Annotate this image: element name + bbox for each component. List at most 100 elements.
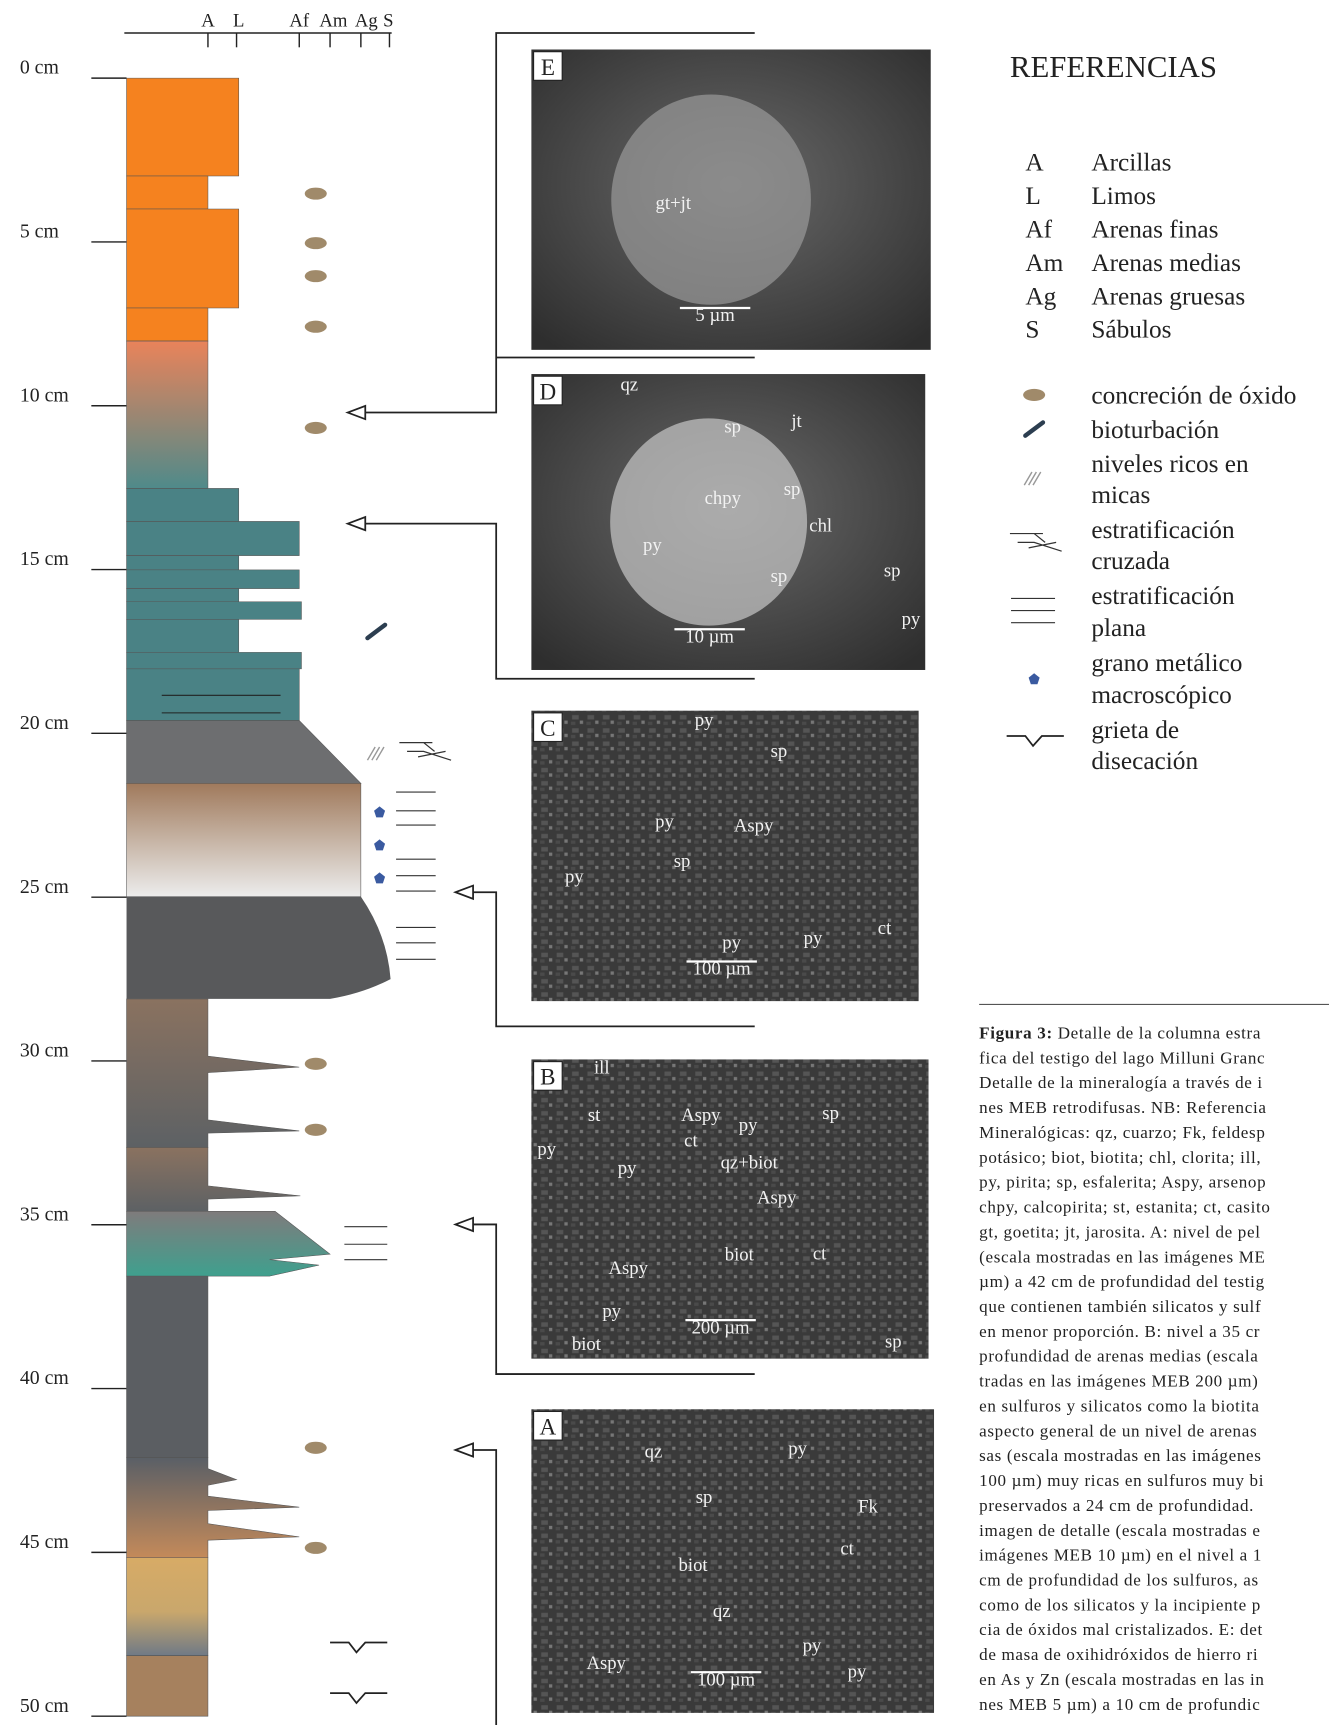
ref-name: Limos	[1091, 182, 1156, 210]
arrowhead	[455, 1443, 473, 1456]
ref-code: Am	[1025, 249, 1063, 277]
mineral-annotation: py	[618, 1158, 637, 1179]
mineral-annotation: Aspy	[608, 1258, 648, 1279]
layer	[127, 176, 208, 209]
layer	[127, 721, 361, 784]
desiccation-crack	[330, 1693, 387, 1703]
depth-label: 15 cm	[20, 548, 70, 570]
oxide-concretion	[1023, 389, 1045, 401]
caption-line: µm) a 42 cm de profundidad del testig	[979, 1272, 1265, 1291]
depth-label: 30 cm	[20, 1040, 70, 1062]
connector	[473, 1450, 496, 1725]
grain-label: Am	[319, 10, 347, 31]
layer	[127, 619, 239, 652]
caption-line: 100 µm) muy ricas en sulfuros muy bi	[979, 1471, 1264, 1490]
ref-code: Ag	[1025, 282, 1056, 310]
sem-image	[531, 711, 918, 1001]
scale-label: 10 µm	[685, 626, 734, 647]
oxide-concretion	[305, 1542, 327, 1554]
ref-symbol-text: grano metálico	[1091, 649, 1242, 677]
grain-label: A	[201, 10, 215, 31]
ref-symbol-text: micas	[1091, 481, 1150, 509]
mineral-annotation: py	[739, 1115, 758, 1136]
caption-line: nes MEB retrodifusas. NB: Referencia	[979, 1098, 1266, 1117]
mineral-annotation: Fk	[858, 1497, 878, 1518]
caption-line: preservados a 24 cm de profundidad.	[979, 1496, 1254, 1515]
caption-line: sas (escala mostradas en las imágenes	[979, 1446, 1261, 1465]
mineral-annotation: biot	[679, 1555, 709, 1576]
mineral-annotation: sp	[771, 566, 788, 587]
ref-symbol-text: macroscópico	[1091, 681, 1231, 709]
layer	[127, 78, 239, 176]
bioturbation	[1025, 422, 1043, 435]
mineral-annotation: qz	[645, 1442, 663, 1463]
mineral-annotation: sp	[822, 1103, 839, 1124]
grain-label: L	[233, 10, 244, 31]
caption-line: Detalle de la mineralogía a través de i	[979, 1073, 1263, 1092]
caption-line: potásico; biot, biotita; chl, clorita; i…	[979, 1148, 1261, 1167]
mineral-annotation: biot	[725, 1245, 755, 1266]
ref-symbol-text: concreción de óxido	[1091, 382, 1296, 410]
layer	[127, 783, 361, 896]
depth-label: 50 cm	[20, 1695, 70, 1717]
oxide-concretion	[305, 1442, 327, 1454]
ref-name: Arcillas	[1091, 149, 1171, 177]
mineral-annotation: py	[804, 928, 823, 949]
layer	[127, 488, 239, 521]
layer	[127, 602, 302, 620]
ref-name: Sábulos	[1091, 316, 1171, 344]
metal-grain	[374, 872, 385, 883]
layer	[127, 1458, 300, 1558]
mineral-annotation: biot	[572, 1334, 602, 1355]
references-title: REFERENCIAS	[1010, 50, 1217, 84]
ref-symbol-text: bioturbación	[1091, 416, 1219, 444]
scale-label: 200 µm	[692, 1317, 750, 1338]
layer	[127, 1276, 208, 1458]
arrowhead	[348, 406, 366, 419]
ref-symbol-text: niveles ricos en	[1091, 450, 1249, 478]
metal-grain	[374, 806, 385, 817]
mineral-annotation: sp	[696, 1487, 713, 1508]
depth-label: 10 cm	[20, 384, 70, 406]
caption-line: en menor proporción. B: nivel a 35 cr	[979, 1322, 1260, 1341]
layer	[127, 1656, 208, 1717]
panel-label: A	[540, 1414, 557, 1440]
oxide-concretion	[305, 422, 327, 434]
caption-line: aspecto general de un nivel de arenas	[979, 1421, 1257, 1440]
page: {"column":{"grain_size_labels":["A","L",…	[0, 0, 1329, 1725]
caption-line: py, pirita; sp, esfalerita; Aspy, arseno…	[979, 1173, 1266, 1192]
mineral-annotation: py	[537, 1139, 556, 1160]
caption-line: en sulfuros y silicatos como la biotita	[979, 1396, 1259, 1415]
mineral-annotation: py	[803, 1635, 822, 1656]
metal-grain	[374, 839, 385, 850]
ref-symbol-text: grieta de	[1091, 716, 1179, 744]
caption-line: en As y Zn (escala mostradas en las in	[979, 1670, 1264, 1689]
layer	[127, 999, 300, 1148]
metal-grain	[1029, 673, 1040, 684]
grain-label: S	[383, 10, 393, 31]
caption-label: Figura 3:	[979, 1024, 1053, 1043]
caption-text: Detalle de la columna estra	[1053, 1024, 1261, 1043]
caption-line: Figura 3: Detalle de la columna estra	[979, 1024, 1261, 1043]
mineral-annotation: Aspy	[586, 1653, 626, 1674]
ref-symbol-text: estratificación	[1091, 582, 1235, 610]
mineral-annotation: py	[602, 1301, 621, 1322]
ref-code: A	[1025, 149, 1044, 177]
bioturbation	[367, 625, 385, 638]
ref-code: S	[1025, 316, 1039, 344]
mineral-annotation: st	[588, 1105, 601, 1126]
caption-line: cm de profundidad de los sulfuros, as	[979, 1571, 1259, 1590]
caption-line: chpy, calcopirita; st, estanita; ct, cas…	[979, 1198, 1270, 1217]
grain-label: Ag	[355, 10, 378, 31]
ref-symbol-text: disecación	[1091, 747, 1198, 775]
mineral-annotation: ct	[878, 918, 892, 939]
mineral-annotation: py	[695, 710, 714, 731]
layer	[127, 570, 300, 589]
mineral-annotation: jt	[790, 411, 802, 432]
mineral-annotation: ill	[594, 1058, 610, 1079]
sem-particle	[610, 418, 807, 625]
sem-panel: CpysppyAspysppypypyct100 µm	[531, 710, 918, 1001]
scale-label: 5 µm	[695, 305, 735, 326]
